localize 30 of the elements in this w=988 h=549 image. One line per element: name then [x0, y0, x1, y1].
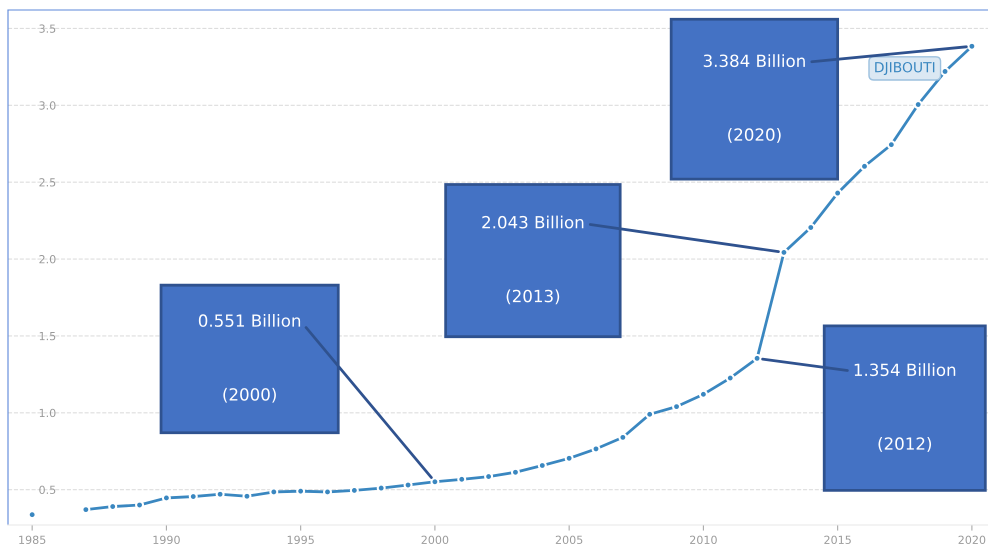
annotation: (2020): [728, 128, 781, 143]
x-tick-label: 1990: [153, 536, 180, 544]
annotation: (2013): [506, 289, 560, 304]
x-tick-label: 2020: [958, 536, 986, 544]
y-tick-label: 2.0: [39, 255, 56, 264]
annotation: 2.043 Billion: [482, 216, 584, 229]
annotation: 1.354 Billion: [854, 363, 956, 376]
x-tick-label: 2000: [422, 536, 448, 544]
annotation: (2012): [878, 437, 932, 452]
point: [886, 140, 896, 150]
x-tick-label: 1995: [288, 536, 314, 544]
x-tick-label: 2015: [824, 536, 851, 544]
y-tick-label: 0.5: [39, 486, 56, 494]
x-tick-label: 2010: [690, 536, 717, 544]
y-tick-label: 3.0: [39, 101, 56, 110]
annotation: (2000): [223, 388, 276, 403]
x-tick-label: 2005: [556, 536, 582, 544]
point: [806, 223, 816, 232]
point: [914, 100, 923, 110]
x-tick-label: 1985: [19, 536, 46, 544]
point: [940, 66, 950, 76]
y-tick-label: 1.0: [40, 408, 56, 418]
annotation: 3.384 Billion: [704, 54, 805, 68]
point: [833, 188, 842, 198]
y-tick-label: 1.5: [40, 332, 56, 340]
annotation: 0.551 Billion: [198, 314, 300, 327]
y-tick-label: 2.5: [39, 178, 56, 187]
y-tick-label: 3.5: [39, 24, 56, 33]
series-label: DJIBOUTI: [875, 62, 934, 76]
point: [860, 162, 870, 171]
